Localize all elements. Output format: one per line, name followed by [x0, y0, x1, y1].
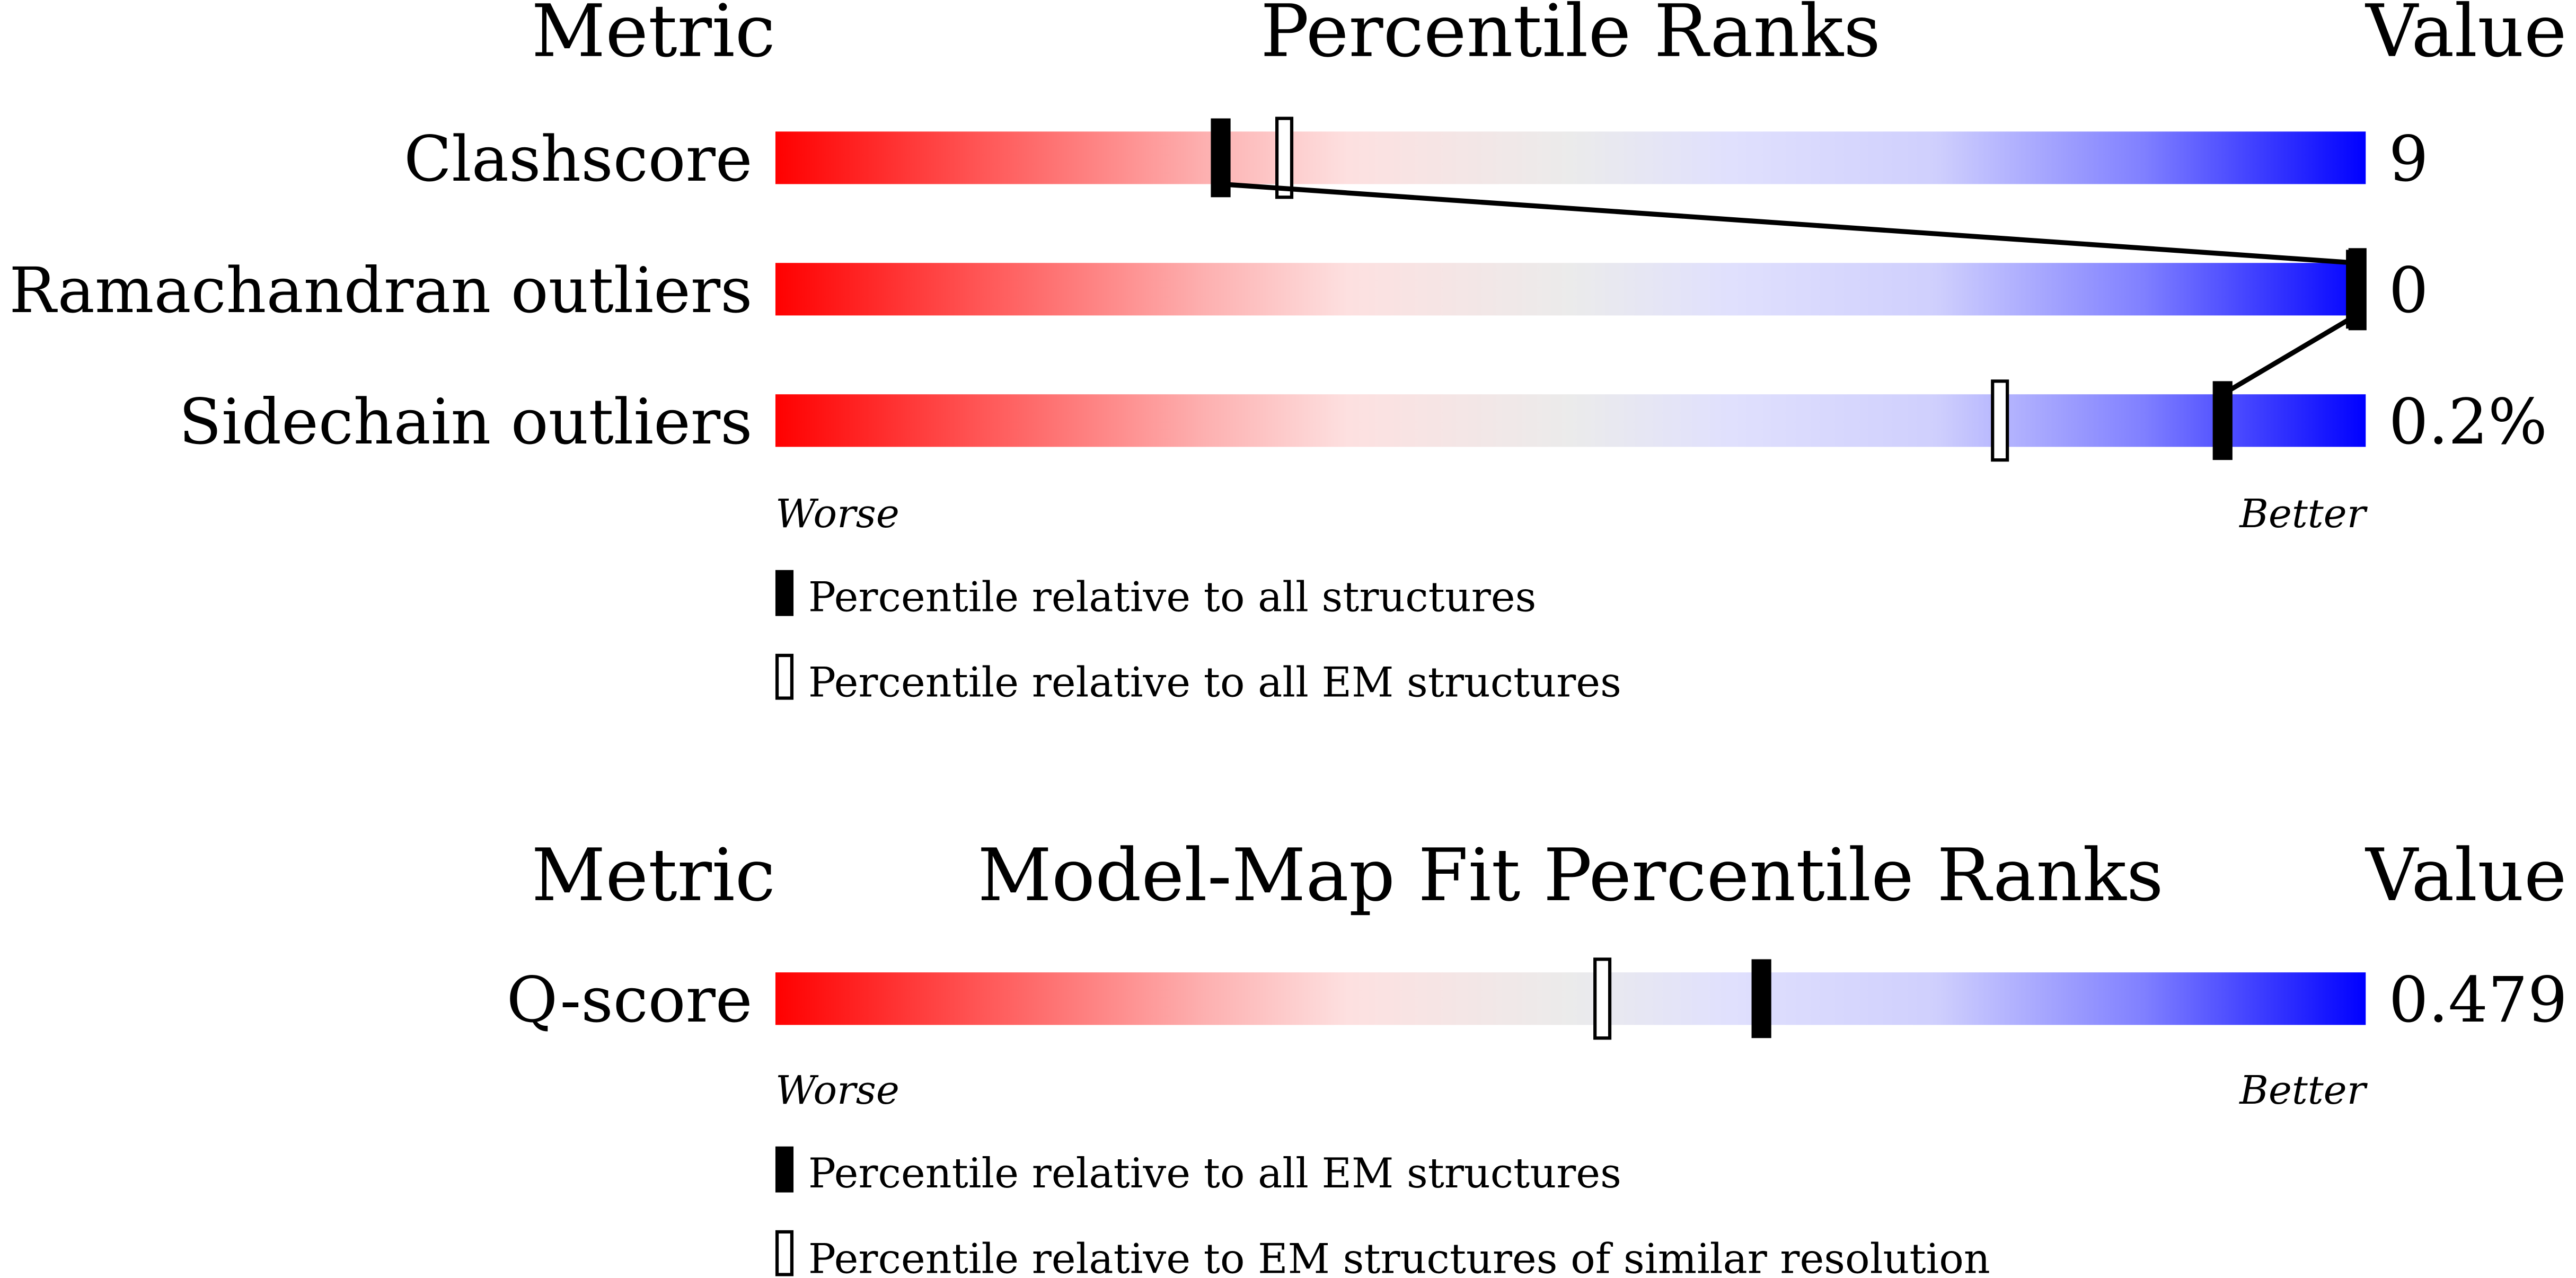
- legend-open-marker-2: [775, 1230, 794, 1276]
- open-percentile-marker: [1275, 117, 1294, 199]
- metric-header-2: Metric: [532, 833, 775, 918]
- chart-title: Percentile Ranks: [1260, 0, 1881, 74]
- metric-value: 0: [2389, 254, 2429, 327]
- metric-value: 0.479: [2389, 964, 2568, 1036]
- worse-label-2: Worse: [775, 1067, 899, 1113]
- legend-filled-label: Percentile relative to all structures: [808, 573, 1536, 621]
- connector-line: [1220, 181, 2356, 265]
- open-percentile-marker: [1593, 957, 1612, 1040]
- metric-header: Metric: [532, 0, 775, 74]
- panel-percentile-ranks: Clashscore 9 Ramachandran outliers 0 Sidecha…: [9, 117, 2547, 462]
- legend-open-label: Percentile relative to all EM structures: [808, 659, 1621, 706]
- open-percentile-marker: [1991, 379, 2009, 462]
- value-header: Value: [2365, 0, 2566, 74]
- legend-open-marker: [775, 653, 794, 700]
- filled-percentile-marker: [2212, 381, 2233, 460]
- percentile-bar: [775, 131, 2366, 184]
- better-label-2: Better: [2238, 1067, 2368, 1113]
- better-label: Better: [2238, 491, 2368, 537]
- legend-filled-marker-2: [775, 1146, 794, 1193]
- value-header-2: Value: [2365, 833, 2566, 918]
- metric-value: 0.2%: [2389, 386, 2547, 458]
- legend-filled-marker: [775, 570, 794, 616]
- chart-title-2: Model-Map Fit Percentile Ranks: [977, 833, 2163, 918]
- filled-percentile-marker: [1751, 959, 1771, 1039]
- metric-value: 9: [2389, 123, 2429, 196]
- worse-label: Worse: [775, 491, 899, 537]
- legend-open-label-2: Percentile relative to EM structures of …: [808, 1235, 1990, 1278]
- legend-filled-label-2: Percentile relative to all EM structures: [808, 1150, 1621, 1197]
- percentile-bar: [775, 263, 2366, 316]
- percentile-bar: [775, 394, 2366, 447]
- metric-label: Sidechain outliers: [179, 386, 752, 458]
- connector-line: [2221, 313, 2358, 397]
- panel-model-map-fit: Q-score 0.479: [507, 957, 2568, 1040]
- percentile-bar: [775, 972, 2366, 1025]
- metric-label: Ramachandran outliers: [9, 254, 752, 327]
- metric-label: Clashscore: [404, 123, 753, 196]
- metric-label: Q-score: [507, 964, 753, 1036]
